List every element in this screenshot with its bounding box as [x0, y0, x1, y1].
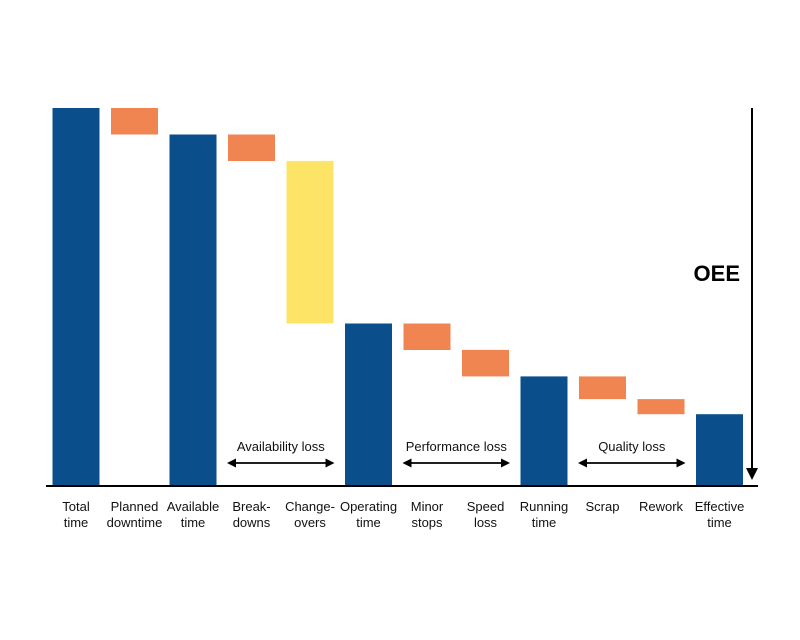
bar-3: [169, 134, 217, 486]
group-label-3: Quality loss: [598, 439, 666, 454]
category-label-line: Break-: [232, 499, 270, 514]
category-label-line: Rework: [639, 499, 684, 514]
category-label-line: Change-: [285, 499, 335, 514]
category-label-line: overs: [294, 515, 326, 530]
group-arrow-left-head: [227, 458, 236, 468]
group-arrow-right-head: [501, 458, 510, 468]
bar-4: [228, 134, 275, 161]
bar-9: [520, 376, 568, 486]
category-label-line: stops: [411, 515, 443, 530]
category-label-line: Available: [167, 499, 220, 514]
oee-indicator: OEE: [694, 108, 758, 480]
category-label-11: Rework: [639, 499, 684, 514]
category-label-6: Operating time: [340, 499, 397, 530]
category-label-3: Available time: [167, 499, 220, 530]
category-label-line: Minor: [411, 499, 444, 514]
bar-11: [637, 399, 685, 415]
oee-arrow-head: [746, 468, 758, 480]
bar-6: [345, 323, 392, 486]
category-label-4: Break-downs: [232, 499, 270, 530]
category-label-line: downtime: [107, 515, 163, 530]
bars-layer: [52, 108, 743, 486]
category-label-line: Scrap: [586, 499, 620, 514]
bar-8: [462, 349, 509, 377]
bar-5: [286, 160, 334, 324]
bar-7: [403, 323, 451, 350]
category-label-line: time: [181, 515, 206, 530]
category-label-line: downs: [233, 515, 271, 530]
category-label-line: Speed: [467, 499, 505, 514]
category-label-8: Speed loss: [467, 499, 505, 530]
bar-2: [111, 108, 158, 135]
group-annotation-3: Quality loss: [578, 439, 686, 468]
category-label-line: Total: [62, 499, 90, 514]
category-label-line: time: [64, 515, 89, 530]
group-label-1: Availability loss: [237, 439, 325, 454]
group-arrow-left-head: [402, 458, 412, 468]
category-label-line: Planned: [111, 499, 159, 514]
group-annotation-1: Availability loss: [227, 439, 335, 468]
bar-12: [696, 414, 743, 486]
category-label-line: Running: [520, 499, 568, 514]
group-arrow-left-head: [578, 458, 587, 468]
category-label-7: Minor stops: [411, 499, 444, 530]
group-label-2: Performance loss: [406, 439, 508, 454]
category-label-line: loss: [474, 515, 498, 530]
category-label-line: Operating: [340, 499, 397, 514]
category-label-line: time: [532, 515, 557, 530]
category-label-1: Total time: [62, 499, 90, 530]
category-label-5: Change-overs: [285, 499, 335, 530]
group-arrow-right-head: [676, 458, 686, 468]
category-label-line: time: [707, 515, 732, 530]
category-label-line: Effective: [695, 499, 745, 514]
category-label-2: Planned downtime: [107, 499, 163, 530]
group-annotations: Availability loss Performance loss Quality…: [227, 439, 686, 468]
group-arrow-right-head: [325, 458, 335, 468]
category-label-10: Scrap: [586, 499, 620, 514]
group-annotation-2: Performance loss: [402, 439, 510, 468]
bar-10: [579, 376, 626, 400]
bar-1: [52, 108, 100, 486]
category-label-line: time: [356, 515, 381, 530]
oee-label: OEE: [694, 261, 740, 286]
category-label-12: Effective time: [695, 499, 745, 530]
category-label-9: Running time: [520, 499, 568, 530]
